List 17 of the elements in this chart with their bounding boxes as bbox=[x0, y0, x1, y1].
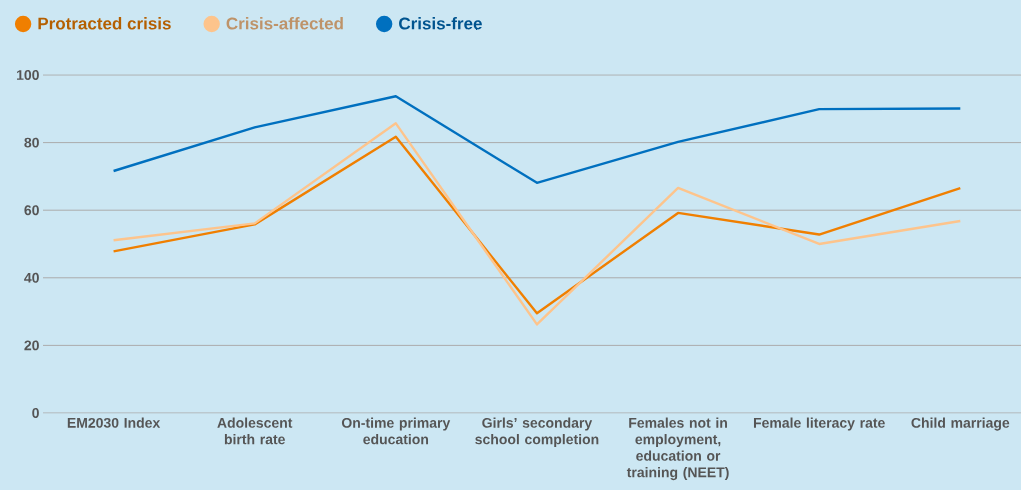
y-tick-label: 40 bbox=[24, 272, 39, 283]
legend-label: Crisis-affected bbox=[226, 17, 343, 30]
y-tick-label: 0 bbox=[32, 408, 39, 418]
line-series bbox=[112, 95, 962, 185]
legend-label: Crisis-free bbox=[399, 17, 482, 30]
x-tick-label: Adolescent birth rate bbox=[217, 417, 293, 445]
x-tick-label: Child marriage bbox=[911, 417, 1010, 431]
y-tick-label: 20 bbox=[24, 340, 39, 351]
y-tick-label: 80 bbox=[24, 137, 39, 148]
y-tick-label: 100 bbox=[17, 70, 39, 80]
x-tick-label: EM2030 Index bbox=[67, 417, 161, 428]
x-tick-label: Females not in employment, education or training (NEET) bbox=[626, 417, 729, 481]
legend-label: Protracted crisis bbox=[38, 17, 171, 30]
y-tick-label: 60 bbox=[24, 205, 39, 216]
x-tick-label: Female literacy rate bbox=[753, 417, 885, 431]
x-tick-label: Girls’ secondary school completion bbox=[475, 417, 599, 448]
x-tick-label: On-time primary education bbox=[341, 417, 451, 445]
